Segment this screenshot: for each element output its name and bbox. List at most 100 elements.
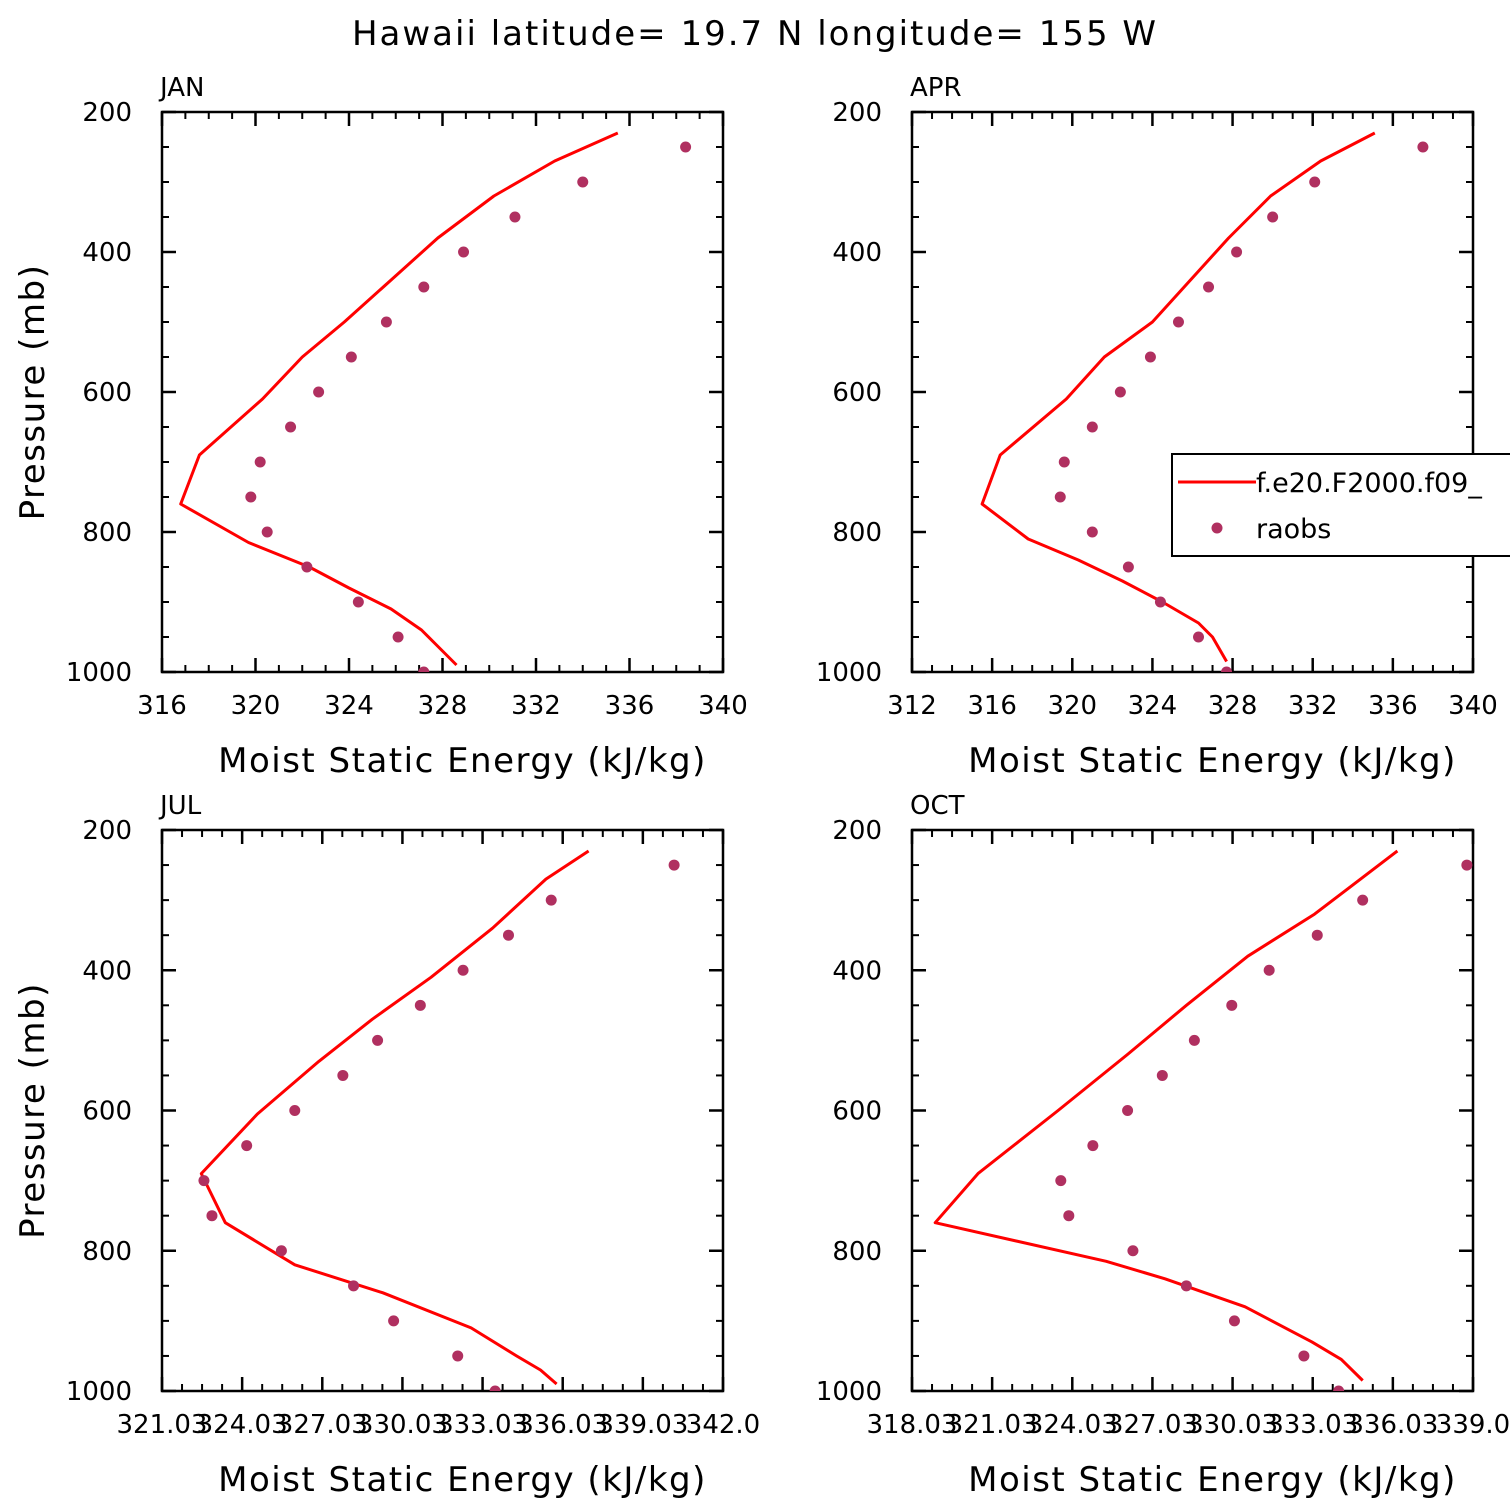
- x-axis-label: Moist Static Energy (kJ/kg): [968, 741, 1457, 781]
- y-axis-label: Pressure (mb): [13, 264, 53, 521]
- raobs-point: [418, 281, 430, 293]
- y-tick-label: 200: [832, 816, 882, 846]
- panel-apr: APR 312 316 320 324 328 332 336 340 200 400 600 800 1…: [816, 73, 1498, 781]
- x-tick-label: 327.03: [1107, 1410, 1198, 1440]
- y-tick-label: 600: [832, 378, 882, 408]
- raobs-point: [1188, 1034, 1200, 1046]
- x-tick-label: 339.0: [1436, 1410, 1510, 1440]
- raobs-point: [1055, 1175, 1067, 1187]
- x-tick-label: 333.03: [437, 1410, 528, 1440]
- raobs-point: [388, 1315, 400, 1327]
- y-tick-label: 200: [82, 816, 132, 846]
- raobs-point: [261, 526, 273, 538]
- raobs-point: [452, 1350, 464, 1362]
- model-line: [933, 849, 1399, 1382]
- y-axis-label: Pressure (mb): [13, 982, 53, 1239]
- raobs-point: [1086, 526, 1098, 538]
- raobs-point: [418, 666, 430, 672]
- raobs-point: [457, 964, 469, 976]
- model-line: [179, 131, 619, 667]
- x-tick-label: 333.03: [1267, 1410, 1358, 1440]
- raobs-point: [680, 141, 692, 153]
- raobs-point: [1221, 666, 1233, 672]
- legend-label: raobs: [1256, 514, 1331, 545]
- y-tick-label: 400: [832, 238, 882, 268]
- plot-frame: [160, 828, 725, 1393]
- raobs-point: [245, 491, 257, 503]
- raobs-point: [275, 1245, 287, 1257]
- x-tick-label: 336.03: [517, 1410, 608, 1440]
- x-tick-label: 328: [1208, 691, 1258, 721]
- raobs-point: [380, 316, 392, 328]
- raobs-point: [1203, 281, 1215, 293]
- y-tick-label: 800: [82, 518, 132, 548]
- x-tick-label: 327.03: [277, 1410, 368, 1440]
- x-tick-label: 330.03: [1187, 1410, 1278, 1440]
- plot-frame: [910, 110, 1475, 674]
- raobs-point: [502, 929, 514, 941]
- raobs-point: [1122, 561, 1134, 573]
- y-tick-label: 400: [832, 956, 882, 986]
- raobs-point: [1180, 1280, 1192, 1292]
- raobs-point: [1154, 596, 1166, 608]
- figure-title: Hawaii latitude= 19.7 N longitude= 155 W: [352, 14, 1158, 54]
- raobs-point: [545, 894, 557, 906]
- y-tick-label: 800: [82, 1237, 132, 1267]
- raobs-point: [489, 1385, 501, 1391]
- raobs-point: [1063, 1210, 1075, 1222]
- x-tick-label: 316: [967, 691, 1017, 721]
- raobs-point: [1054, 491, 1066, 503]
- x-tick-label: 342.0: [686, 1410, 760, 1440]
- x-tick-label: 316: [137, 691, 187, 721]
- y-tick-label: 800: [832, 1237, 882, 1267]
- x-tick-label: 332: [511, 691, 561, 721]
- x-tick-label: 318.03: [867, 1410, 958, 1440]
- x-tick-label: 324: [1128, 691, 1178, 721]
- y-tick-label: 600: [82, 1097, 132, 1127]
- x-tick-label: 320: [231, 691, 281, 721]
- raobs-point: [1087, 1140, 1099, 1152]
- x-tick-label: 324.03: [1027, 1410, 1118, 1440]
- series-group: [179, 131, 692, 672]
- panel-jul: JUL321.03324.03327.03330.03333.03336.033…: [13, 791, 760, 1500]
- raobs-point: [1172, 316, 1184, 328]
- raobs-point: [1333, 1385, 1345, 1391]
- raobs-point: [1298, 1350, 1310, 1362]
- model-line: [199, 849, 590, 1386]
- raobs-point: [1231, 246, 1243, 258]
- x-tick-label: 324.03: [197, 1410, 288, 1440]
- x-axis-label: Moist Static Energy (kJ/kg): [218, 741, 707, 781]
- panel-label: JAN: [158, 73, 204, 103]
- x-tick-label: 321.03: [947, 1410, 1038, 1440]
- x-tick-label: 340: [1448, 691, 1498, 721]
- x-tick-label: 332: [1288, 691, 1338, 721]
- raobs-point: [289, 1105, 301, 1116]
- raobs-point: [458, 246, 470, 258]
- legend-box: [1171, 453, 1510, 557]
- raobs-point: [1114, 386, 1126, 398]
- raobs-point: [1357, 894, 1369, 906]
- raobs-point: [206, 1210, 218, 1222]
- x-tick-label: 339.03: [597, 1410, 688, 1440]
- y-tick-label: 400: [82, 238, 132, 268]
- raobs-point: [285, 421, 297, 433]
- x-tick-label: 328: [418, 691, 468, 721]
- raobs-point: [577, 176, 589, 188]
- raobs-point: [1263, 964, 1275, 976]
- legend-marker-swatch: [1211, 522, 1223, 534]
- x-tick-label: 336: [605, 691, 655, 721]
- raobs-point: [345, 351, 357, 363]
- raobs-point: [1228, 1315, 1240, 1327]
- raobs-point: [337, 1069, 349, 1081]
- raobs-point: [414, 999, 426, 1011]
- x-tick-label: 312: [887, 691, 937, 721]
- legend-label: f.e20.F2000.f09_: [1256, 468, 1482, 499]
- x-tick-label: 336: [1368, 691, 1418, 721]
- raobs-point: [352, 596, 364, 608]
- plot-frame: [910, 828, 1475, 1393]
- raobs-point: [1122, 1105, 1134, 1116]
- raobs-point: [1226, 999, 1238, 1011]
- raobs-point: [1058, 456, 1070, 468]
- series-group: [933, 849, 1473, 1391]
- series-group: [980, 131, 1429, 672]
